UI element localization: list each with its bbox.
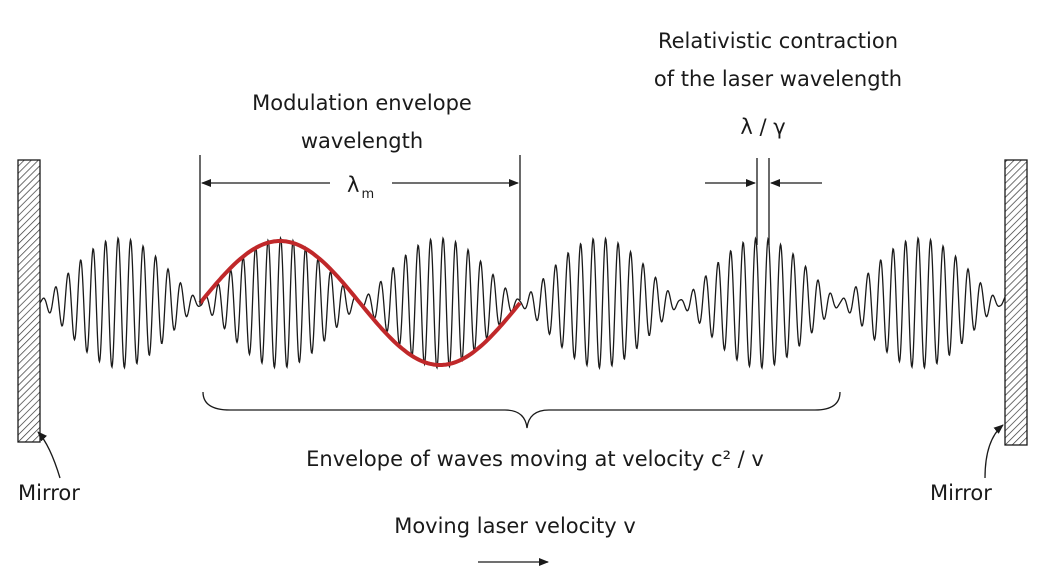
symbol: λ (347, 173, 359, 197)
label: Mirror (18, 481, 80, 505)
symbol: λ / γ (740, 115, 785, 139)
envelope-curve (198, 239, 522, 367)
brace (202, 391, 841, 429)
laser-wave (39, 235, 1006, 371)
subscript: m (361, 187, 374, 202)
label: Moving laser velocity v (394, 514, 636, 538)
label: Envelope of waves moving at velocity c² … (306, 447, 764, 471)
arrow (984, 424, 1004, 479)
label: Relativistic contraction (658, 29, 898, 53)
label: of the laser wavelength (654, 67, 902, 91)
label: Mirror (930, 481, 992, 505)
mirror-left (17, 159, 41, 443)
label: Modulation envelope (252, 91, 472, 115)
mirror-right (1004, 159, 1028, 446)
label: wavelength (301, 129, 423, 153)
arrow (37, 431, 61, 479)
